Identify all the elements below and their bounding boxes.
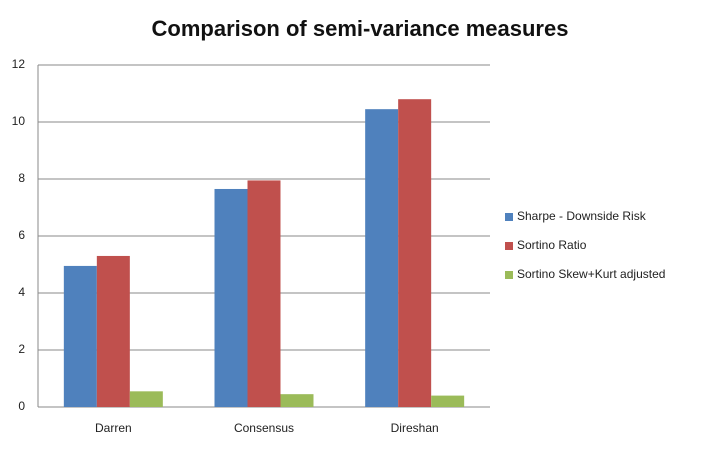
- bar: [214, 188, 248, 407]
- y-tick-label: 0: [18, 399, 25, 413]
- y-tick-label: 12: [12, 57, 26, 71]
- x-tick-label: Consensus: [234, 421, 294, 435]
- y-tick-label: 4: [18, 285, 25, 299]
- bar: [247, 180, 281, 407]
- legend-label: Sortino Ratio: [517, 238, 587, 252]
- x-tick-label: Direshan: [391, 421, 439, 435]
- legend-swatch: [505, 213, 513, 221]
- bar: [96, 255, 130, 407]
- y-tick-label: 2: [18, 342, 25, 356]
- y-tick-label: 6: [18, 228, 25, 242]
- legend-label: Sharpe - Downside Risk: [517, 209, 647, 223]
- x-tick-label: Darren: [95, 421, 132, 435]
- bar: [129, 391, 163, 407]
- bar: [365, 109, 399, 408]
- bar: [280, 394, 314, 407]
- bar: [431, 395, 465, 407]
- chart-title: Comparison of semi-variance measures: [152, 16, 569, 41]
- legend-label: Sortino Skew+Kurt adjusted: [517, 267, 665, 281]
- bar: [63, 265, 97, 407]
- legend-swatch: [505, 242, 513, 250]
- legend-swatch: [505, 271, 513, 279]
- bar: [398, 99, 432, 407]
- y-tick-label: 8: [18, 171, 25, 185]
- y-tick-label: 10: [12, 114, 26, 128]
